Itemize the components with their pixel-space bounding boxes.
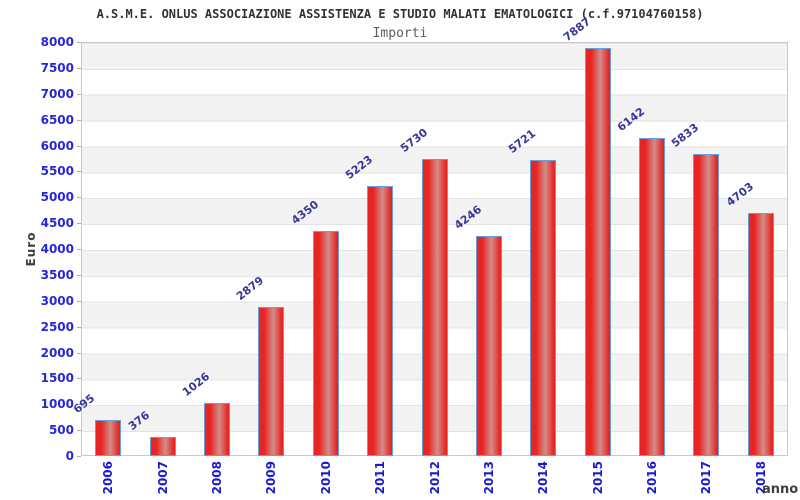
- bar: [421, 159, 448, 456]
- bar: [747, 212, 774, 456]
- y-tick-label: 8000: [40, 35, 74, 49]
- bar: [639, 138, 666, 456]
- x-tick-label: 2016: [645, 461, 660, 495]
- bar: [95, 420, 122, 456]
- y-tick-label: 6500: [40, 112, 74, 127]
- x-tick-label: 2008: [209, 461, 224, 495]
- y-tick-mark: [77, 171, 81, 173]
- y-tick-mark: [77, 197, 81, 199]
- x-tick-label: 2010: [318, 461, 333, 495]
- x-axis-title: anno: [762, 482, 799, 497]
- y-tick-label: 4000: [40, 242, 74, 256]
- x-tick-label: 2007: [155, 461, 170, 495]
- bar: [312, 230, 339, 456]
- y-tick-mark: [77, 378, 81, 380]
- y-tick-label: 5000: [40, 190, 74, 205]
- x-tick-label: 2014: [536, 461, 551, 495]
- x-tick-label: 2012: [427, 461, 442, 495]
- y-tick-mark: [77, 300, 81, 302]
- x-tick-label: 2011: [373, 461, 388, 495]
- y-tick-mark: [77, 249, 81, 250]
- y-tick-mark: [77, 67, 81, 69]
- y-tick-mark: [77, 352, 81, 354]
- bar: [693, 154, 720, 456]
- y-tick-mark: [77, 42, 81, 43]
- y-tick-label: 7000: [40, 86, 74, 101]
- y-tick-mark: [77, 274, 81, 276]
- y-tick-label: 1500: [40, 371, 74, 386]
- y-tick-label: 1000: [40, 397, 74, 412]
- y-tick-label: 2000: [40, 345, 74, 360]
- bar: [475, 236, 502, 456]
- y-tick-mark: [77, 326, 81, 328]
- y-tick-mark: [77, 145, 81, 147]
- bar: [530, 159, 557, 456]
- x-tick-label: 2006: [101, 461, 116, 495]
- y-tick-mark: [77, 404, 81, 406]
- y-tick-mark: [77, 430, 81, 432]
- x-tick-label: 2015: [590, 461, 605, 495]
- x-tick-label: 2013: [481, 461, 496, 495]
- y-tick-label: 3000: [40, 293, 74, 308]
- y-tick-label: 6000: [40, 138, 74, 153]
- y-tick-label: 0: [65, 449, 74, 463]
- bar: [584, 47, 611, 456]
- y-tick-label: 7500: [40, 60, 74, 75]
- y-tick-mark: [77, 93, 81, 95]
- bar: [258, 307, 285, 456]
- bar: [367, 185, 394, 456]
- y-tick-mark: [77, 119, 81, 121]
- chart-subtitle: Importi: [372, 26, 428, 41]
- y-tick-mark: [77, 456, 81, 457]
- bar: [149, 436, 176, 456]
- y-tick-label: 2500: [40, 319, 74, 334]
- y-tick-label: 4500: [40, 216, 74, 231]
- y-tick-label: 3500: [40, 267, 74, 282]
- y-tick-label: 500: [48, 423, 74, 438]
- y-axis-title: Euro: [24, 231, 38, 267]
- x-tick-label: 2017: [699, 461, 714, 495]
- y-tick-mark: [77, 223, 81, 225]
- y-tick-label: 5500: [40, 164, 74, 179]
- x-tick-label: 2009: [264, 461, 279, 495]
- bar: [203, 402, 230, 456]
- chart-title: A.S.M.E. ONLUS ASSOCIAZIONE ASSISTENZA E…: [96, 7, 704, 21]
